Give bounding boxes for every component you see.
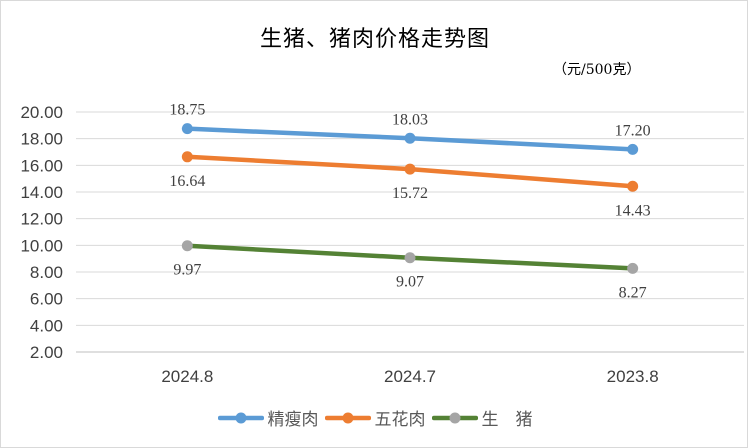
data-label: 18.75 — [169, 102, 205, 119]
y-tick-label: 2.00 — [30, 343, 63, 362]
legend-item: 生 猪 — [431, 405, 533, 430]
data-label: 16.64 — [169, 173, 205, 190]
data-point — [627, 262, 639, 274]
x-tick-label: 2024.8 — [161, 367, 213, 386]
data-point — [627, 180, 639, 192]
y-tick-label: 8.00 — [30, 263, 63, 282]
legend-label: 精瘦肉 — [267, 410, 319, 430]
y-tick-label: 10.00 — [20, 236, 63, 255]
data-point — [181, 123, 193, 135]
data-point — [627, 143, 639, 155]
legend-marker-icon — [217, 412, 264, 423]
legend: 精瘦肉 五花肉 生 猪 — [1, 405, 747, 430]
data-label: 8.27 — [619, 284, 647, 301]
y-tick-label: 14.00 — [20, 183, 63, 202]
data-point — [404, 252, 416, 264]
y-tick-label: 6.00 — [30, 290, 63, 309]
legend-marker-icon — [324, 412, 371, 423]
data-label: 18.03 — [392, 111, 428, 128]
legend-marker-icon — [431, 412, 478, 423]
data-label: 17.20 — [615, 122, 651, 139]
data-point — [404, 163, 416, 175]
data-point — [181, 240, 193, 252]
data-label: 14.43 — [615, 202, 651, 219]
y-tick-label: 4.00 — [30, 316, 63, 335]
data-label: 9.97 — [173, 262, 201, 279]
legend-item: 精瘦肉 — [217, 405, 319, 430]
data-point — [181, 151, 193, 163]
chart-title: 生猪、猪肉价格走势图 — [259, 27, 490, 52]
y-tick-label: 18.00 — [20, 130, 63, 149]
legend-label: 五花肉 — [374, 410, 426, 430]
data-label: 9.07 — [396, 274, 424, 291]
unit-label: （元/500克） — [553, 62, 641, 78]
y-tick-label: 20.00 — [20, 103, 63, 122]
legend-item: 五花肉 — [324, 405, 426, 430]
y-tick-label: 16.00 — [20, 156, 63, 175]
data-label: 15.72 — [392, 185, 428, 202]
data-point — [404, 132, 416, 144]
y-tick-label: 12.00 — [20, 210, 63, 229]
x-tick-label: 2023.8 — [607, 367, 659, 386]
legend-label: 生 猪 — [481, 410, 533, 430]
x-tick-label: 2024.7 — [384, 367, 436, 386]
